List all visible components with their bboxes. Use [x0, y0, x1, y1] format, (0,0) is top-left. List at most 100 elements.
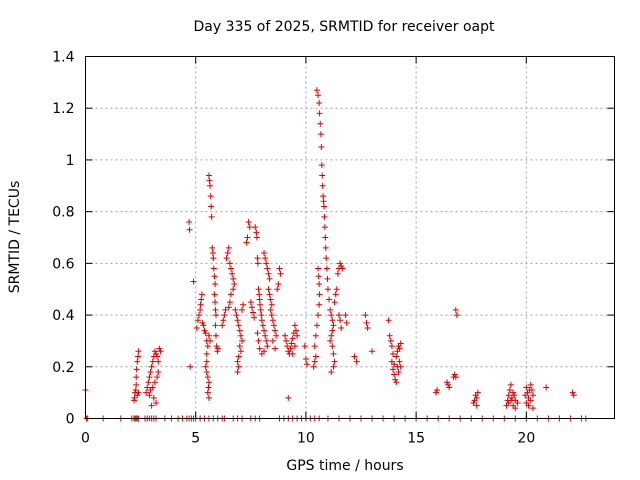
data-point: [222, 306, 229, 313]
data-point: [244, 234, 251, 241]
data-point: [317, 120, 324, 127]
data-point: [312, 332, 319, 339]
data-point: [201, 327, 208, 334]
data-point: [205, 332, 212, 339]
x-tick-label: 0: [81, 431, 90, 447]
data-point: [272, 345, 279, 352]
data-point: [193, 325, 200, 331]
data-point: [208, 203, 215, 210]
data-point: [397, 340, 404, 347]
data-point: [329, 317, 336, 324]
data-point: [569, 389, 576, 396]
x-tick-label: 10: [297, 431, 315, 447]
data-point: [236, 327, 243, 334]
data-point: [473, 402, 480, 409]
data-point: [245, 218, 252, 225]
data-point: [240, 301, 247, 308]
data-point: [264, 265, 271, 272]
data-point: [351, 353, 358, 360]
data-point: [203, 358, 210, 365]
data-point: [221, 312, 228, 319]
data-point: [148, 402, 155, 409]
data-point: [329, 327, 336, 334]
data-point: [294, 332, 301, 339]
data-point: [316, 100, 323, 107]
data-point: [527, 381, 534, 388]
data-point: [324, 286, 331, 293]
data-point: [246, 224, 253, 231]
data-point: [229, 270, 236, 277]
data-point: [470, 399, 477, 406]
data-point: [209, 250, 216, 257]
data-point: [258, 350, 265, 357]
data-point: [211, 291, 218, 298]
data-point: [237, 332, 244, 339]
data-point: [507, 381, 514, 388]
data-point: [434, 387, 441, 394]
data-point: [144, 384, 151, 391]
data-point: [391, 361, 398, 368]
data-point: [233, 312, 240, 319]
data-point: [254, 255, 261, 262]
data-point: [514, 399, 521, 406]
data-point: [262, 255, 269, 262]
data-point: [452, 374, 459, 381]
data-point: [210, 265, 217, 272]
y-tick-label: 0.4: [52, 308, 74, 324]
data-point: [527, 397, 534, 404]
data-point: [205, 172, 212, 179]
grid: [85, 56, 615, 419]
data-point: [148, 363, 155, 370]
data-point: [389, 366, 396, 373]
data-point: [329, 343, 336, 350]
data-point: [330, 363, 337, 370]
data-point: [301, 343, 308, 350]
data-point: [268, 301, 275, 308]
data-point: [274, 286, 281, 293]
data-point: [146, 374, 153, 381]
data-point: [338, 325, 345, 331]
data-point: [291, 343, 298, 350]
data-point: [208, 213, 215, 220]
data-point: [331, 358, 338, 365]
data-point: [362, 312, 369, 319]
data-point: [256, 345, 263, 352]
data-point: [150, 394, 157, 401]
data-point: [335, 312, 342, 319]
data-point: [207, 337, 214, 344]
axis-ticks: 0 0.2 0.4 0.6 0.8 1 1.2 1.4 0 5 10 15 20: [52, 50, 615, 447]
data-point: [289, 335, 296, 342]
x-tick-label: 5: [191, 431, 200, 447]
data-point: [135, 348, 142, 355]
data-point: [257, 301, 264, 308]
data-point: [473, 394, 480, 401]
data-point: [212, 312, 219, 319]
data-point: [254, 330, 261, 337]
data-point: [326, 296, 333, 303]
data-point: [253, 234, 260, 241]
data-point: [151, 379, 158, 386]
data-point: [226, 260, 233, 267]
data-point: [330, 322, 337, 329]
data-point: [257, 306, 264, 313]
data-point: [316, 110, 323, 117]
data-point: [133, 381, 140, 388]
data-point: [256, 291, 263, 298]
data-point: [153, 350, 160, 357]
data-point: [255, 286, 262, 293]
data-point: [276, 265, 283, 272]
data-point: [316, 291, 323, 298]
data-point: [225, 304, 232, 311]
data-point: [510, 389, 517, 396]
data-point: [505, 392, 512, 399]
data-point: [323, 265, 330, 272]
data-point: [200, 322, 207, 329]
data-point: [211, 273, 218, 280]
data-point: [328, 332, 335, 339]
data-point: [291, 322, 298, 329]
data-point: [369, 348, 376, 355]
data-point: [320, 198, 327, 205]
y-tick-label: 1: [66, 153, 75, 169]
data-point: [332, 291, 339, 298]
data-point: [394, 363, 401, 370]
